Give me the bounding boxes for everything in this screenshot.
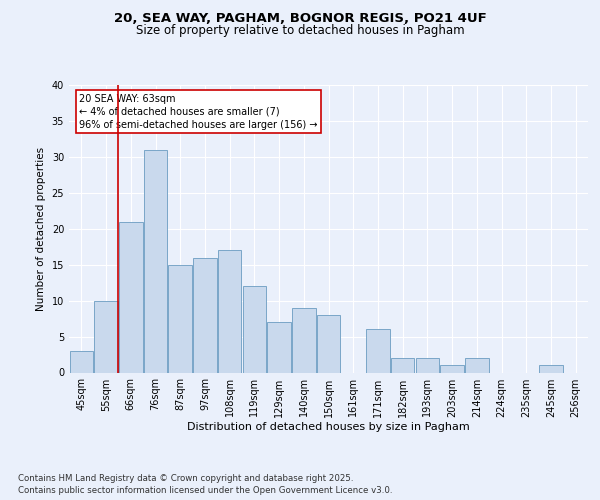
Bar (465, 358, 488, 372)
Text: Size of property relative to detached houses in Pagham: Size of property relative to detached ho… (136, 24, 464, 37)
X-axis label: Distribution of detached houses by size in Pagham: Distribution of detached houses by size … (187, 422, 470, 432)
Bar (119, 222, 143, 372)
Bar (391, 358, 415, 372)
Bar (70, 351, 93, 372)
Bar (440, 366, 464, 372)
Bar (144, 150, 167, 372)
Bar (94, 300, 118, 372)
Bar (242, 286, 266, 372)
Bar (539, 366, 563, 372)
Bar (169, 264, 192, 372)
Text: Contains HM Land Registry data © Crown copyright and database right 2025.
Contai: Contains HM Land Registry data © Crown c… (18, 474, 392, 495)
Bar (416, 358, 439, 372)
Y-axis label: Number of detached properties: Number of detached properties (36, 146, 46, 311)
Bar (218, 250, 241, 372)
Bar (292, 308, 316, 372)
Text: 20 SEA WAY: 63sqm
← 4% of detached houses are smaller (7)
96% of semi-detached h: 20 SEA WAY: 63sqm ← 4% of detached house… (79, 94, 318, 130)
Bar (193, 258, 217, 372)
Bar (268, 322, 291, 372)
Bar (366, 330, 389, 372)
Bar (317, 315, 340, 372)
Text: 20, SEA WAY, PAGHAM, BOGNOR REGIS, PO21 4UF: 20, SEA WAY, PAGHAM, BOGNOR REGIS, PO21 … (113, 12, 487, 26)
